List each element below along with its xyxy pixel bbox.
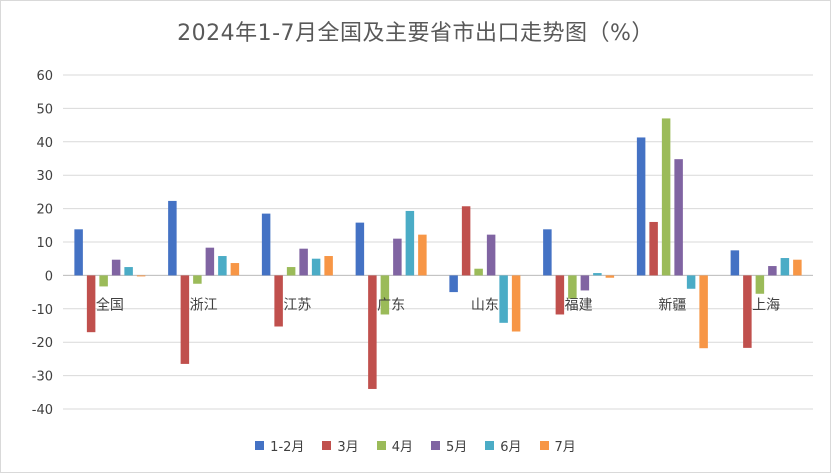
chart-title: 2024年1-7月全国及主要省市出口走势图（%）: [177, 21, 654, 46]
legend-swatch: [255, 441, 265, 450]
y-tick-label: 40: [36, 136, 53, 151]
bar-1-1: [74, 229, 83, 276]
y-tick-label: 0: [45, 269, 53, 284]
bar-6-3: [568, 275, 577, 299]
bar-2-5: [218, 256, 227, 276]
bar-1-6: [136, 275, 146, 277]
bar-7-6: [699, 275, 708, 349]
y-tick-label: 30: [36, 169, 53, 184]
bar-5-3: [474, 268, 483, 276]
bar-1-4: [111, 259, 121, 276]
bar-8-6: [793, 259, 802, 276]
bar-4-1: [355, 222, 365, 276]
bar-1-2: [86, 275, 96, 333]
y-tick-label: -40: [32, 403, 53, 418]
legend-label: 7月: [554, 440, 576, 455]
bar-6-4: [580, 275, 590, 291]
y-tick-label: 10: [36, 236, 53, 251]
y-tick-label: -30: [32, 370, 53, 385]
legend-label: 3月: [337, 440, 359, 455]
bar-2-6: [230, 263, 240, 276]
bar-8-5: [780, 258, 790, 276]
bar-6-2: [555, 275, 565, 315]
legend-swatch: [430, 441, 440, 450]
bar-5-4: [486, 234, 496, 276]
bar-3-2: [274, 275, 283, 327]
bar-3-3: [286, 267, 296, 276]
legend-label: 6月: [500, 440, 522, 455]
bar-4-2: [368, 275, 377, 389]
bar-6-1: [543, 229, 552, 276]
legend-swatch: [376, 441, 386, 450]
bar-4-5: [405, 210, 415, 276]
x-tick-label: 上海: [752, 297, 780, 313]
y-tick-label: -20: [32, 336, 53, 351]
x-tick-label: 新疆: [658, 297, 686, 313]
legend-item: 5月: [430, 436, 468, 455]
bar-4-6: [418, 234, 427, 276]
bar-5-5: [499, 275, 508, 323]
y-tick-label: 20: [36, 203, 53, 218]
bar-7-3: [661, 118, 671, 276]
legend-item: 1-2月: [255, 436, 304, 455]
y-tick-label: -10: [32, 303, 53, 318]
legend-item: 7月: [539, 436, 576, 455]
legend-swatch: [322, 441, 332, 450]
chart-legend: 1-2月 3月 4月 5月 6月 7月: [1, 436, 830, 455]
bar-4-4: [393, 238, 402, 276]
legend-swatch: [485, 441, 495, 450]
bar-5-6: [511, 275, 521, 332]
bar-6-6: [605, 275, 615, 278]
y-tick-label: 60: [36, 69, 53, 84]
bar-3-6: [324, 256, 333, 276]
bar-7-5: [686, 275, 696, 289]
bar-7-2: [649, 221, 658, 276]
legend-item: 4月: [376, 436, 413, 455]
bar-5-2: [461, 206, 471, 276]
bar-7-1: [636, 137, 646, 276]
x-tick-label: 江苏: [283, 297, 311, 313]
bar-5-1: [449, 275, 458, 293]
x-tick-label: 广东: [377, 297, 405, 313]
bar-8-3: [755, 275, 765, 294]
bar-1-3: [99, 275, 108, 287]
legend-item: 6月: [485, 436, 522, 455]
bar-7-4: [674, 159, 683, 276]
legend-label: 4月: [391, 440, 413, 455]
x-tick-label: 浙江: [190, 297, 218, 313]
x-tick-label: 全国: [96, 296, 124, 313]
bar-3-1: [261, 213, 271, 276]
legend-swatch: [539, 441, 549, 450]
bar-3-4: [299, 248, 308, 276]
bar-2-1: [168, 200, 177, 276]
bar-4-3: [380, 275, 390, 315]
legend-label: 1-2月: [270, 440, 305, 455]
bar-8-4: [768, 266, 777, 276]
bar-1-5: [124, 267, 133, 276]
legend-label: 5月: [445, 440, 468, 455]
x-tick-label: 福建: [565, 297, 593, 313]
bar-2-2: [180, 275, 190, 364]
bar-2-4: [205, 247, 215, 276]
bar-3-5: [311, 258, 321, 276]
bar-2-3: [193, 275, 202, 284]
bar-8-2: [743, 275, 752, 348]
legend-item: 3月: [322, 436, 359, 455]
bar-6-5: [593, 273, 602, 276]
x-tick-label: 山东: [471, 297, 499, 313]
bar-8-1: [730, 250, 740, 276]
y-tick-label: 50: [36, 102, 53, 117]
